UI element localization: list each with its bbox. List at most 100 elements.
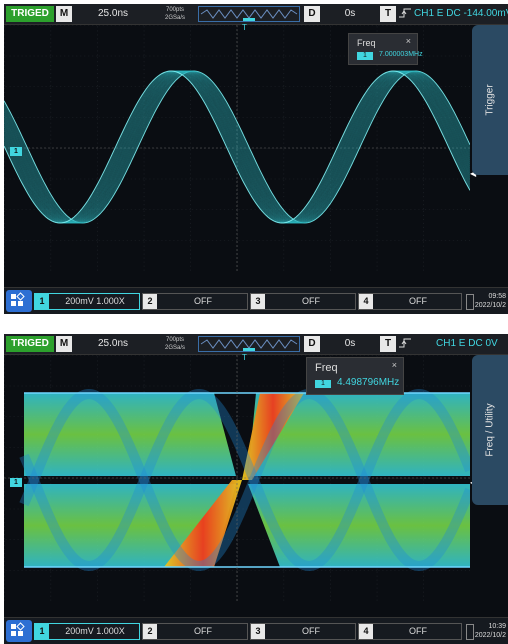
channel-4-button[interactable]: 4 OFF <box>358 623 462 640</box>
waveform-plot-area: T 1 ◀ Freq × 1 4.498796MHz <box>4 353 476 601</box>
timebase-value[interactable]: 25.0ns <box>97 338 129 349</box>
channel-setting: OFF <box>302 626 320 636</box>
top-status-bar: TRIGED M 25.0ns 700pts 2GSa/s D 0s T CH1… <box>4 334 508 355</box>
side-tab-utility[interactable]: Freq / Utility <box>472 355 508 505</box>
trigger-button[interactable]: T <box>380 336 396 352</box>
overview-wave-icon <box>200 9 298 21</box>
measure-value: 7.000003MHz <box>379 51 423 58</box>
sine-trace-line <box>4 70 471 224</box>
channel-setting: 200mV 1.000X <box>65 296 125 306</box>
delay-value[interactable]: 0s <box>344 338 356 349</box>
measure-value: 4.498796MHz <box>337 377 400 388</box>
sine-trace-line <box>4 70 471 224</box>
channel-2-button[interactable]: 2 OFF <box>142 293 248 310</box>
waveform-display <box>4 355 475 601</box>
sine-trace-line <box>4 70 471 224</box>
sine-trace-line <box>4 70 471 224</box>
trigger-status-badge: TRIGED <box>6 336 54 352</box>
sine-trace-line <box>4 70 471 224</box>
persistence-band <box>24 393 236 476</box>
usb-icon <box>466 624 474 640</box>
channel-number: 3 <box>251 294 265 309</box>
channel-4-button[interactable]: 4 OFF <box>358 293 462 310</box>
persistence-band <box>248 484 470 567</box>
persistence-band <box>248 393 470 476</box>
clock: 10:39 2022/10/2 <box>464 622 506 640</box>
usb-icon <box>466 294 474 310</box>
channel-2-button[interactable]: 2 OFF <box>142 623 248 640</box>
channel-3-button[interactable]: 3 OFF <box>250 623 356 640</box>
waveform-plot-area: T 1 ◀ Freq × 1 7.000003MHz <box>4 23 476 271</box>
channel-setting: OFF <box>409 296 427 306</box>
trigger-info[interactable]: CH1 E DC -144.00mV <box>414 8 508 19</box>
channel-1-button[interactable]: 1 200mV 1.000X <box>34 293 140 310</box>
persistence-overlay <box>19 389 475 571</box>
sample-rate: 2GSa/s <box>164 345 185 351</box>
sine-trace-line <box>4 70 471 224</box>
sine-trace-line <box>4 70 471 224</box>
side-tab-label: Trigger <box>484 84 496 116</box>
clock-time: 09:58 <box>488 293 506 300</box>
close-icon[interactable]: × <box>405 36 411 46</box>
sine-trace-line <box>4 70 471 224</box>
mode-button[interactable]: M <box>56 6 72 22</box>
rising-edge-icon <box>398 6 412 22</box>
sine-trace-line <box>4 70 471 224</box>
sine-trace-line <box>4 70 471 224</box>
trigger-info[interactable]: CH1 E DC 0V <box>436 338 498 349</box>
acquisition-info: 700pts 2GSa/s <box>154 6 196 22</box>
freq-measure-window[interactable]: Freq × 1 4.498796MHz <box>306 357 404 395</box>
overview-wave-icon <box>200 339 298 351</box>
clock-date: 2022/10/2 <box>474 632 506 639</box>
rising-edge-icon <box>398 336 412 352</box>
side-tab-trigger[interactable]: Trigger <box>472 25 508 175</box>
ch1-offset-marker[interactable]: 1 <box>10 147 22 156</box>
channel-setting: OFF <box>194 626 212 636</box>
channel-setting: OFF <box>194 296 212 306</box>
top-status-bar: TRIGED M 25.0ns 700pts 2GSa/s D 0s T CH1… <box>4 4 508 25</box>
channel-number: 4 <box>359 624 373 639</box>
sine-trace-line <box>4 70 471 224</box>
sine-trace-line <box>4 70 471 224</box>
trigger-position-marker: T <box>242 353 247 362</box>
persistence-band <box>242 393 304 480</box>
waveform-overview <box>198 336 300 352</box>
channel-setting: OFF <box>302 296 320 306</box>
channel-3-button[interactable]: 3 OFF <box>250 293 356 310</box>
measure-channel-badge: 1 <box>357 52 373 60</box>
mode-button[interactable]: M <box>56 336 72 352</box>
measure-title: Freq <box>315 362 338 374</box>
channel-number: 2 <box>143 624 157 639</box>
timebase-value[interactable]: 25.0ns <box>97 8 129 19</box>
channel-number: 1 <box>35 294 49 309</box>
sine-trace-line <box>4 70 471 224</box>
menu-grid-icon[interactable] <box>6 290 32 312</box>
channel-number: 1 <box>35 624 49 639</box>
oscilloscope-screen-1: TRIGED M 25.0ns 700pts 2GSa/s D 0s T CH1… <box>4 4 508 314</box>
trigger-status-badge: TRIGED <box>6 6 54 22</box>
memory-depth: 700pts <box>165 337 184 343</box>
channel-number: 4 <box>359 294 373 309</box>
sine-trace-line <box>4 70 471 224</box>
measure-channel-badge: 1 <box>315 380 331 388</box>
delay-button[interactable]: D <box>304 336 320 352</box>
ch1-offset-marker[interactable]: 1 <box>10 478 22 487</box>
side-tab-label: Freq / Utility <box>484 403 496 457</box>
delay-value[interactable]: 0s <box>344 8 356 19</box>
sine-trace-line <box>4 70 471 224</box>
delay-button[interactable]: D <box>304 6 320 22</box>
persistence-overlay <box>19 389 475 571</box>
sine-trace-line <box>4 70 471 224</box>
persistence-band <box>164 480 242 567</box>
clock: 09:58 2022/10/2 <box>464 292 506 310</box>
close-icon[interactable]: × <box>391 360 397 370</box>
clock-date: 2022/10/2 <box>474 302 506 309</box>
memory-depth: 700pts <box>165 7 184 13</box>
freq-measure-window[interactable]: Freq × 1 7.000003MHz <box>348 33 423 65</box>
menu-grid-icon[interactable] <box>6 620 32 642</box>
trigger-button[interactable]: T <box>380 6 396 22</box>
channel-setting: OFF <box>409 626 427 636</box>
channel-number: 2 <box>143 294 157 309</box>
trigger-position-marker: T <box>242 23 247 32</box>
channel-1-button[interactable]: 1 200mV 1.000X <box>34 623 140 640</box>
